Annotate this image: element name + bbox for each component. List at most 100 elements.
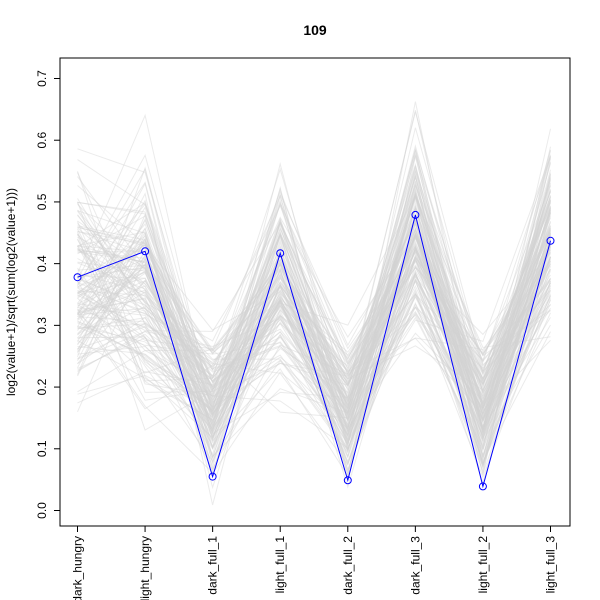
background-series-line	[77, 180, 551, 429]
background-series-line	[77, 231, 551, 417]
background-series-line	[77, 193, 551, 440]
background-series-group	[77, 101, 551, 506]
background-series-line	[77, 207, 551, 460]
background-series-line	[77, 155, 551, 432]
background-series-line	[77, 200, 551, 415]
background-series-line	[77, 167, 551, 402]
background-series-line	[77, 149, 551, 431]
x-tick-label: light_full_3	[544, 536, 558, 594]
highlight-point	[141, 247, 150, 256]
x-tick-label: light_full_2	[476, 536, 490, 594]
highlight-point	[343, 476, 352, 485]
background-series-line	[77, 194, 551, 442]
background-series-line	[77, 185, 551, 460]
background-series-line	[77, 248, 551, 435]
y-tick-label: 0.1	[35, 440, 49, 457]
background-series-line	[77, 207, 551, 430]
background-series-line	[77, 210, 551, 471]
background-series-line	[77, 221, 551, 427]
y-tick-label: 0.5	[35, 193, 49, 210]
background-series-line	[77, 192, 551, 432]
background-series-line	[77, 128, 551, 464]
background-series-line	[77, 226, 551, 440]
background-series-line	[77, 127, 551, 458]
background-series-line	[77, 206, 551, 382]
highlight-point	[411, 210, 420, 219]
background-series-line	[77, 194, 551, 448]
background-series-line	[77, 153, 551, 432]
x-tick-label: light_hungry	[138, 536, 152, 600]
background-series-line	[77, 228, 551, 451]
highlight-point	[73, 273, 82, 282]
background-series-line	[77, 219, 551, 384]
background-series-line	[77, 242, 551, 400]
background-series-line	[77, 171, 551, 439]
background-series-line	[77, 182, 551, 460]
background-series-line	[77, 199, 551, 430]
background-series-line	[77, 152, 551, 422]
background-series-line	[77, 230, 551, 457]
y-tick-label: 0.6	[35, 132, 49, 149]
y-tick-label: 0.4	[35, 255, 49, 272]
background-series-line	[77, 199, 551, 445]
background-series-line	[77, 178, 551, 450]
background-series-line	[77, 190, 551, 393]
background-series-line	[77, 244, 551, 441]
background-series-line	[77, 196, 551, 398]
background-series-line	[77, 156, 551, 477]
background-series-line	[77, 216, 551, 466]
background-series-line	[77, 201, 551, 453]
background-series-line	[77, 233, 551, 448]
background-series-line	[77, 201, 551, 452]
background-series-line	[77, 156, 551, 430]
background-series-line	[77, 201, 551, 433]
background-series-line	[77, 244, 551, 451]
chart-title: 109	[303, 22, 327, 38]
highlight-series-line	[77, 214, 551, 489]
background-series-line	[77, 110, 551, 409]
background-series-line	[77, 210, 551, 427]
background-series-line	[77, 192, 551, 423]
background-series-line	[77, 264, 551, 443]
background-series-line	[77, 154, 551, 435]
background-series-line	[77, 259, 551, 402]
background-series-line	[77, 192, 551, 437]
background-series-line	[77, 226, 551, 421]
background-series-line	[77, 168, 551, 439]
y-tick-label: 0.3	[35, 317, 49, 334]
background-series-line	[77, 198, 551, 429]
highlight-point	[276, 249, 285, 258]
background-series-line	[77, 195, 551, 417]
y-tick-label: 0.0	[35, 502, 49, 519]
background-series-line	[77, 172, 551, 438]
background-series-line	[77, 162, 551, 490]
background-series-line	[77, 189, 551, 432]
background-series-line	[77, 149, 551, 463]
background-series-line	[77, 226, 551, 427]
background-series-line	[77, 209, 551, 469]
background-series-line	[77, 235, 551, 421]
background-series-line	[77, 147, 551, 415]
background-series-line	[77, 209, 551, 479]
background-series-line	[77, 237, 551, 452]
background-series-line	[77, 198, 551, 438]
highlight-point	[208, 472, 217, 481]
y-tick-label: 0.7	[35, 70, 49, 87]
background-series-line	[77, 194, 551, 371]
highlight-point	[546, 236, 555, 245]
background-series-line	[77, 169, 551, 430]
background-series-line	[77, 198, 551, 415]
x-tick-label: dark_hungry	[71, 536, 85, 600]
x-tick-label: dark_full_1	[206, 536, 220, 595]
background-series-line	[77, 225, 551, 441]
background-series-line	[77, 161, 551, 422]
background-series-line	[77, 220, 551, 467]
background-series-line	[77, 101, 551, 446]
background-series-line	[77, 113, 551, 452]
background-series-line	[77, 194, 551, 437]
background-series-line	[77, 189, 551, 409]
background-series-line	[77, 157, 551, 406]
background-series-line	[77, 144, 551, 408]
background-series-line	[77, 228, 551, 463]
